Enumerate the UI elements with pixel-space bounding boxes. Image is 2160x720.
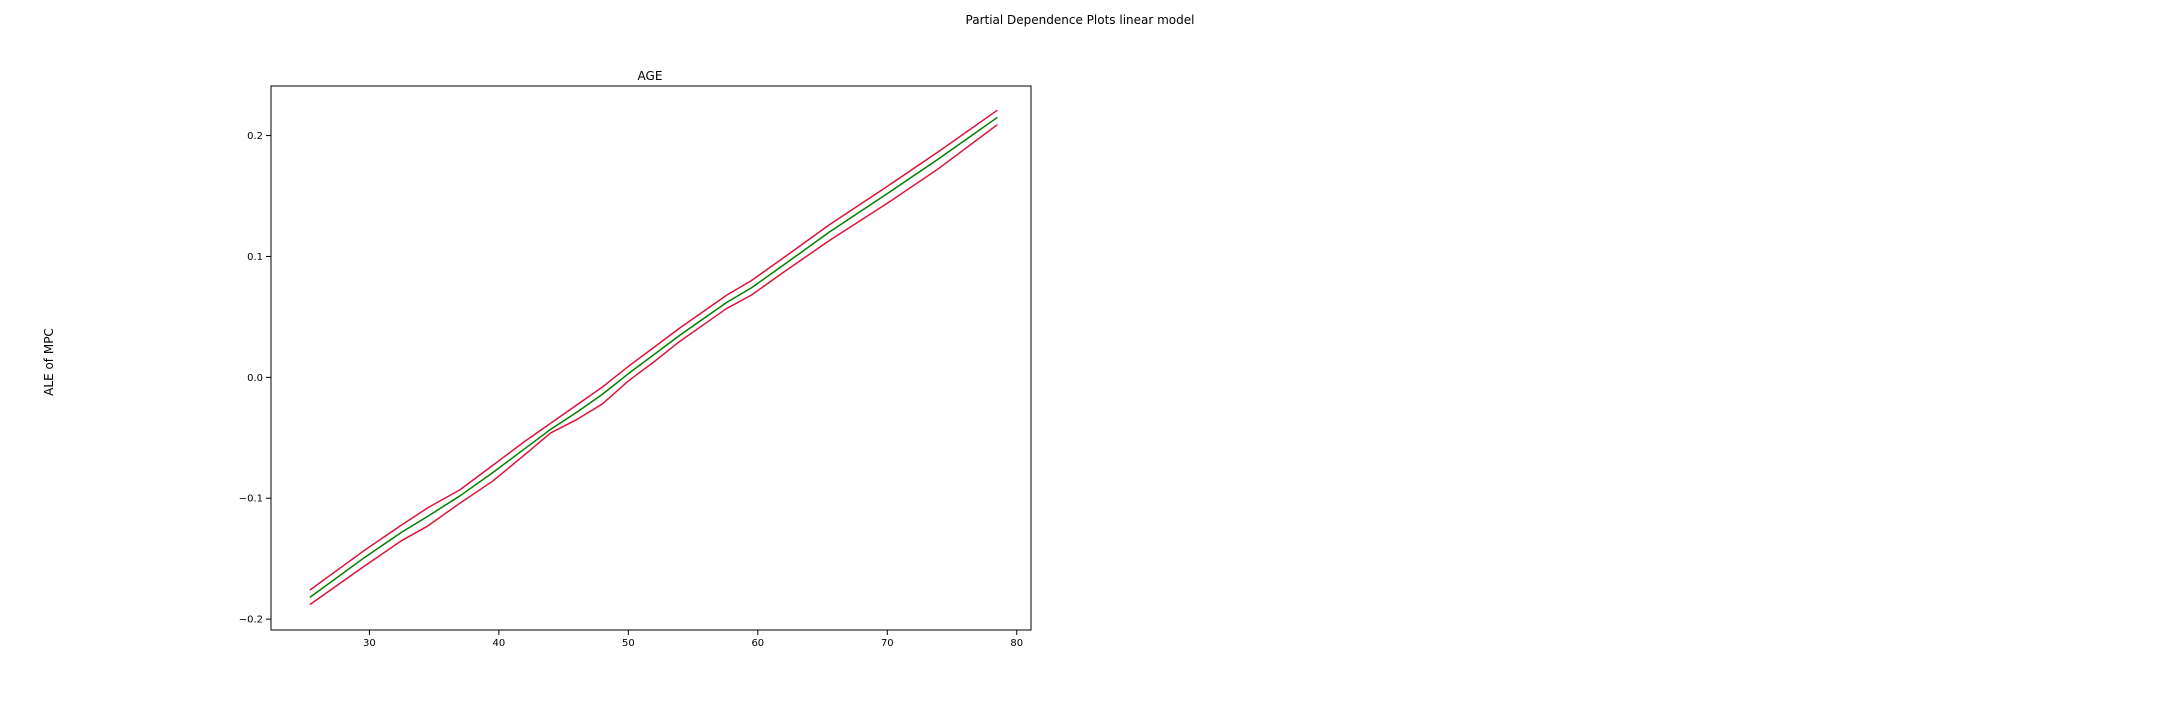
y-tick-label: 0.2	[247, 131, 263, 142]
x-tick-label: 50	[622, 638, 635, 649]
ale-line	[309, 116, 998, 598]
y-tick-label: 0.0	[247, 373, 263, 384]
chart-title: AGE	[638, 69, 663, 83]
figure-ylabel: ALE of MPC	[42, 328, 56, 396]
ci-lower-line	[309, 124, 998, 606]
x-tick-label: 80	[1010, 638, 1023, 649]
y-tick-label: −0.2	[239, 615, 263, 626]
axes-frame	[270, 85, 1032, 631]
plot-area: 30 40 50 60 70 80 −0.2 −0.1 0.0 0.1 0.2	[239, 85, 1032, 649]
x-tick-label: 30	[363, 638, 376, 649]
y-tick-label: 0.1	[247, 252, 263, 263]
x-tick-label: 40	[493, 638, 506, 649]
y-tick-label: −0.1	[239, 494, 263, 505]
x-tick-label: 60	[751, 638, 764, 649]
figure-suptitle: Partial Dependence Plots linear model	[966, 13, 1195, 27]
ci-upper-line	[309, 109, 998, 591]
x-tick-label: 70	[881, 638, 894, 649]
